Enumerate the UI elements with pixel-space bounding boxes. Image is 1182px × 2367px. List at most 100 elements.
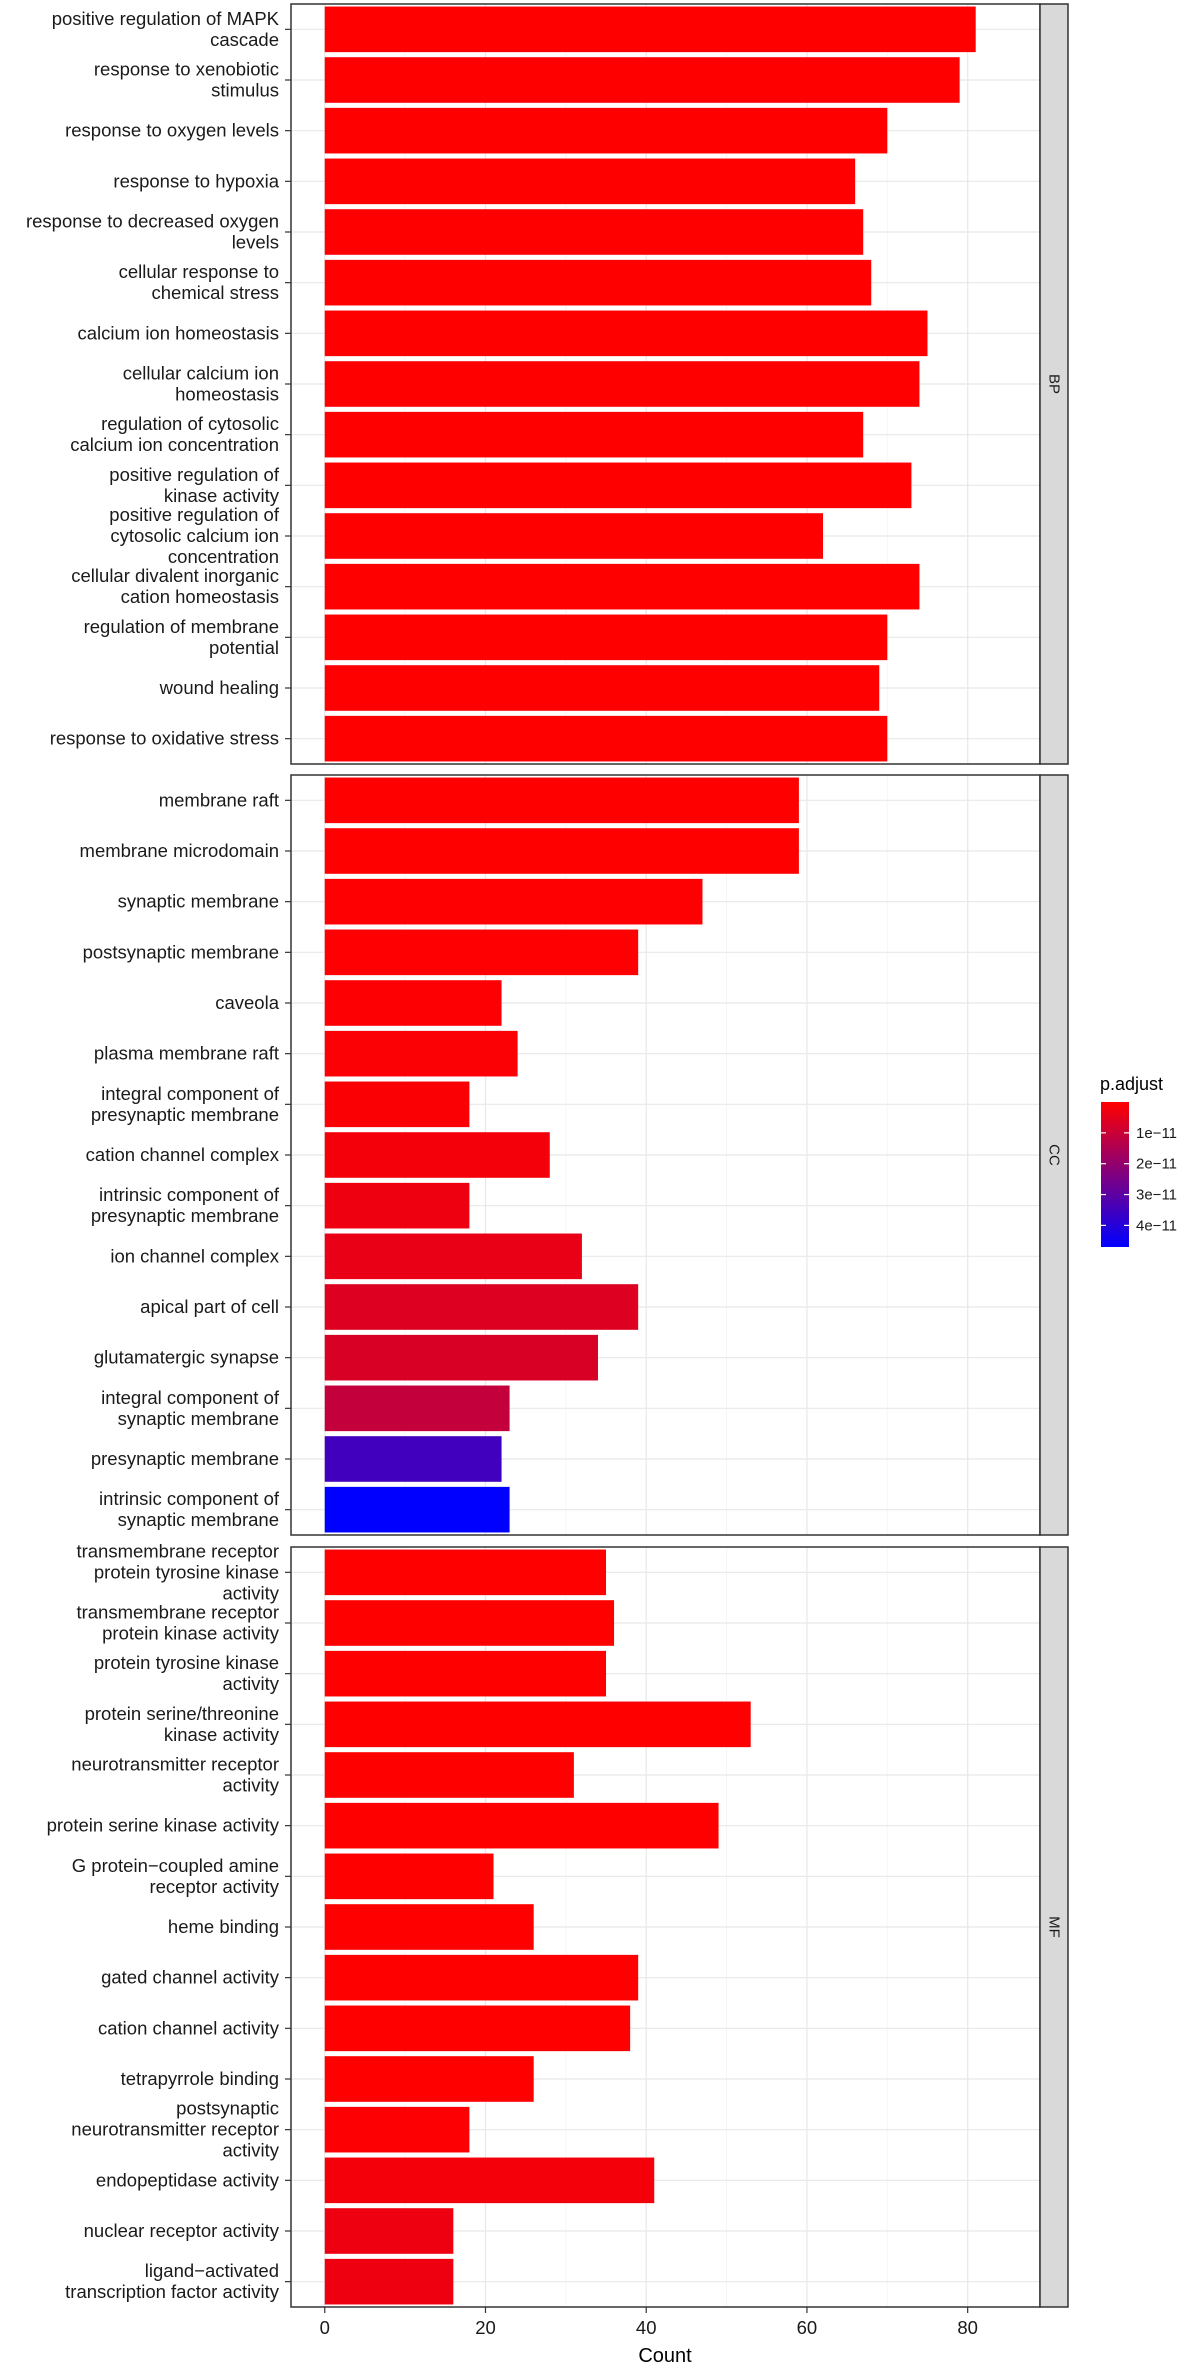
y-tick-label: gated channel activity (101, 1967, 280, 1988)
y-tick-label: concentration (168, 546, 279, 567)
y-tick-label: activity (222, 1775, 279, 1796)
y-tick-label: cellular calcium ion (123, 363, 279, 384)
y-tick-label: response to hypoxia (113, 170, 279, 191)
bar-mf-5 (324, 1802, 719, 1849)
x-tick-label: 0 (320, 2317, 330, 2338)
y-tick-label: presynaptic membrane (91, 1104, 279, 1125)
y-tick-label: glutamatergic synapse (94, 1347, 279, 1368)
y-tick-label: response to xenobiotic (94, 59, 279, 80)
y-tick-label: receptor activity (149, 1876, 279, 1897)
bar-bp-11 (324, 563, 920, 610)
y-tick-label: integral component of (101, 1083, 280, 1104)
y-tick-label: integral component of (101, 1387, 280, 1408)
y-tick-label: cascade (210, 29, 279, 50)
bar-bp-13 (324, 665, 880, 711)
y-tick-label: regulation of membrane (84, 616, 279, 637)
x-tick-label: 40 (636, 2317, 657, 2338)
bar-cc-12 (324, 1385, 510, 1432)
y-tick-label: tetrapyrrole binding (121, 2068, 279, 2089)
y-tick-label: cytosolic calcium ion (110, 525, 279, 546)
bar-mf-11 (324, 2106, 470, 2153)
bar-cc-8 (324, 1182, 470, 1229)
y-tick-label: cation channel activity (98, 2017, 280, 2038)
bar-bp-5 (324, 259, 872, 306)
bar-cc-0 (324, 777, 799, 824)
y-tick-label: levels (232, 232, 279, 253)
facet-strip-label-bp: BP (1046, 374, 1063, 394)
y-tick-label: plasma membrane raft (94, 1043, 279, 1064)
y-tick-label: positive regulation of (109, 464, 280, 485)
bar-mf-4 (324, 1752, 574, 1798)
bar-bp-10 (324, 513, 824, 559)
y-tick-label: cellular divalent inorganic (71, 565, 279, 586)
bar-cc-3 (324, 929, 639, 976)
y-tick-label: activity (222, 1582, 279, 1603)
y-tick-label: ion channel complex (110, 1245, 279, 1266)
facet-strip-label-mf: MF (1046, 1916, 1063, 1938)
y-tick-label: synaptic membrane (118, 1408, 279, 1429)
y-tick-label: transmembrane receptor (76, 1540, 279, 1561)
color-legend: p.adjust 1e−11 2e−11 3e−11 4e−11 (1100, 1074, 1177, 1247)
y-tick-label: protein serine/threonine (85, 1703, 279, 1724)
y-tick-label: neurotransmitter receptor (71, 1754, 279, 1775)
bar-cc-1 (324, 828, 799, 874)
y-tick-label: transcription factor activity (65, 2281, 280, 2302)
y-tick-label: apical part of cell (140, 1296, 279, 1317)
bar-cc-7 (324, 1132, 550, 1178)
bar-bp-6 (324, 310, 928, 357)
bar-mf-8 (324, 1954, 639, 2001)
y-tick-label: homeostasis (175, 384, 279, 405)
y-tick-label: G protein−coupled amine (72, 1855, 279, 1876)
bar-bp-12 (324, 614, 888, 661)
x-axis: 0 20 40 60 80 (320, 2307, 978, 2338)
bar-bp-9 (324, 462, 912, 509)
facet-panel-cc: membrane raft membrane microdomain synapti… (80, 774, 1069, 1536)
bar-mf-2 (324, 1650, 607, 1697)
bar-cc-2 (324, 878, 703, 925)
y-tick-label: synaptic membrane (118, 1509, 279, 1530)
bar-cc-9 (324, 1233, 582, 1280)
y-tick-label: intrinsic component of (99, 1488, 280, 1509)
bar-bp-14 (324, 715, 888, 762)
bar-bp-8 (324, 411, 864, 458)
bar-cc-14 (324, 1486, 510, 1533)
y-tick-label: cation channel complex (86, 1144, 280, 1165)
y-tick-label: postsynaptic (176, 2098, 279, 2119)
bar-bp-4 (324, 209, 864, 255)
x-tick-label: 60 (797, 2317, 818, 2338)
y-tick-label: transmembrane receptor (76, 1602, 279, 1623)
y-tick-label: response to decreased oxygen (26, 211, 279, 232)
y-tick-label: protein serine kinase activity (47, 1815, 280, 1836)
bar-bp-0 (324, 6, 976, 53)
y-tick-label: response to oxygen levels (65, 120, 279, 141)
bar-mf-14 (324, 2258, 454, 2305)
y-tick-label: presynaptic membrane (91, 1205, 279, 1226)
bar-cc-6 (324, 1081, 470, 1128)
y-tick-label: intrinsic component of (99, 1184, 280, 1205)
y-tick-label: calcium ion homeostasis (77, 322, 279, 343)
y-tick-label: synaptic membrane (118, 891, 279, 912)
y-tick-label: potential (209, 637, 279, 658)
bar-mf-10 (324, 2056, 534, 2102)
y-tick-label: positive regulation of MAPK (52, 8, 280, 29)
y-tick-label: cellular response to (119, 261, 279, 282)
bar-cc-10 (324, 1284, 639, 1330)
y-tick-label: caveola (215, 992, 279, 1013)
bar-bp-3 (324, 158, 856, 205)
bar-bp-7 (324, 361, 920, 407)
bar-mf-7 (324, 1904, 534, 1950)
bar-mf-12 (324, 2157, 655, 2204)
y-tick-label: heme binding (168, 1916, 279, 1937)
y-tick-label: positive regulation of (109, 504, 280, 525)
legend-tick-label: 1e−11 (1136, 1125, 1177, 1142)
facet-strip-label-cc: CC (1046, 1144, 1063, 1166)
bar-mf-9 (324, 2005, 631, 2052)
y-tick-label: membrane microdomain (80, 840, 279, 861)
bar-cc-11 (324, 1334, 598, 1381)
y-tick-label: regulation of cytosolic (101, 413, 279, 434)
legend-tick-label: 4e−11 (1136, 1217, 1177, 1234)
y-tick-label: protein kinase activity (102, 1623, 280, 1644)
y-tick-label: ligand−activated (145, 2260, 279, 2281)
